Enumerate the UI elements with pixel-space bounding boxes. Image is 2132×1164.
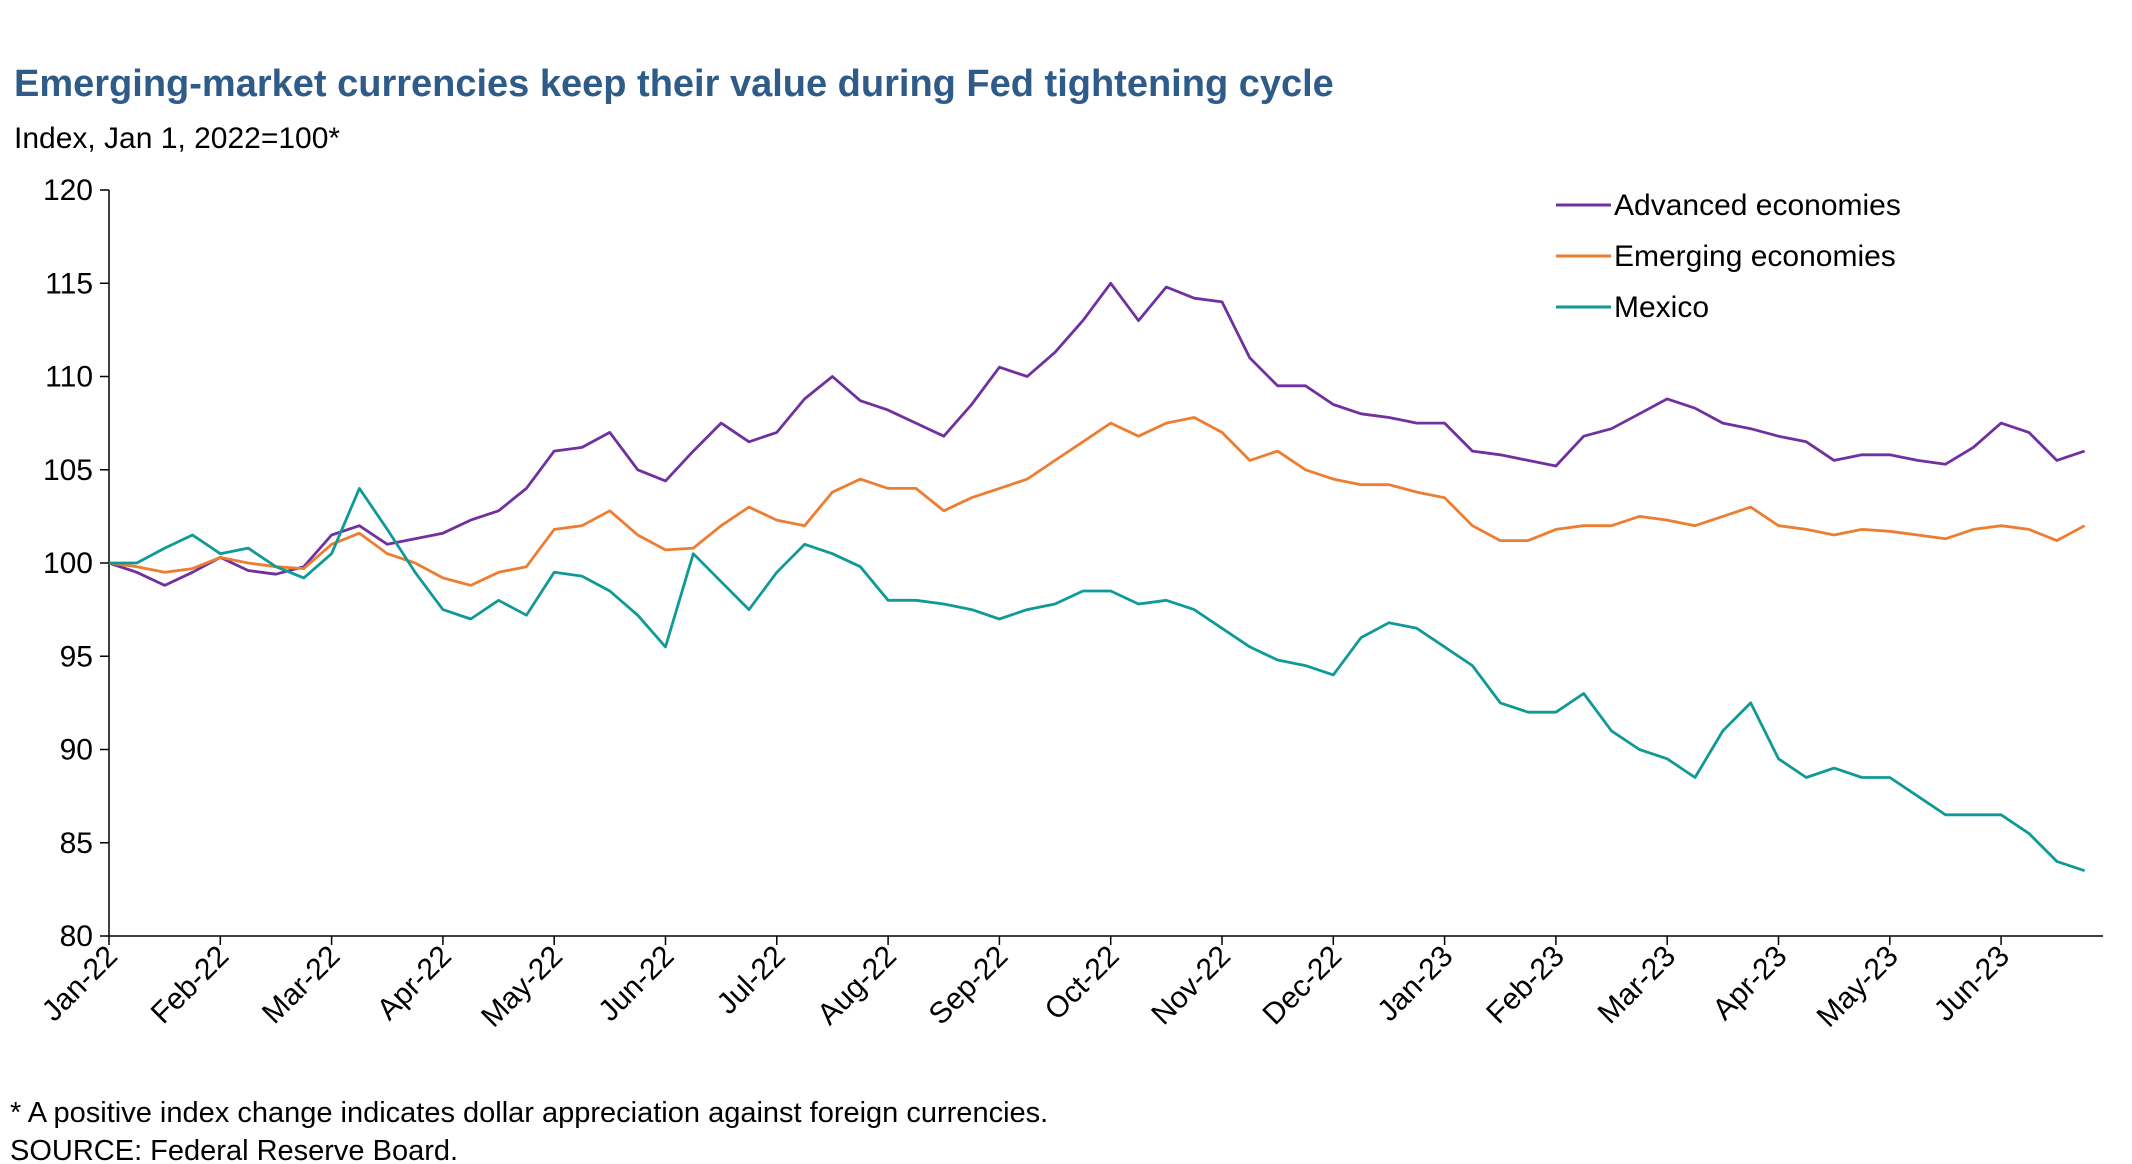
x-tick-label: Jan-23 xyxy=(1371,940,1459,1028)
legend-label: Advanced economies xyxy=(1614,189,1901,222)
y-tick-label: 120 xyxy=(43,174,93,207)
x-tick-label: Jul-22 xyxy=(711,940,792,1021)
x-tick-label: May-23 xyxy=(1811,940,1905,1034)
x-tick-label: Sep-22 xyxy=(923,940,1015,1032)
x-tick-label: Apr-23 xyxy=(1706,940,1793,1027)
data-line xyxy=(109,487,2086,873)
y-tick-label: 90 xyxy=(60,734,93,767)
x-tick-label: Feb-22 xyxy=(145,940,236,1031)
y-tick-label: 105 xyxy=(43,454,93,487)
chart-title: Emerging-market currencies keep their va… xyxy=(14,63,1334,105)
x-tick-label: Feb-23 xyxy=(1480,940,1571,1031)
y-tick-label: 95 xyxy=(60,640,93,673)
data-line xyxy=(108,281,2086,587)
legend-label: Emerging economies xyxy=(1614,240,1896,273)
x-tick-label: Aug-22 xyxy=(811,940,903,1032)
x-tick-label: Mar-23 xyxy=(1592,940,1683,1031)
y-tick-label: 85 xyxy=(60,827,93,860)
y-tick-label: 80 xyxy=(60,920,93,953)
footnote: * A positive index change indicates doll… xyxy=(10,1097,1048,1129)
x-tick-label: Jun-22 xyxy=(592,940,680,1028)
chart-subtitle: Index, Jan 1, 2022=100* xyxy=(14,122,340,155)
data-line xyxy=(108,416,2086,587)
x-tick-label: Oct-22 xyxy=(1039,940,1126,1027)
source: SOURCE: Federal Reserve Board. xyxy=(10,1135,458,1164)
y-tick-label: 100 xyxy=(43,547,93,580)
x-tick-label: Mar-22 xyxy=(256,940,347,1031)
x-tick-label: May-22 xyxy=(475,940,569,1034)
x-tick-label: Jun-23 xyxy=(1928,940,2016,1028)
x-tick-label: Dec-22 xyxy=(1257,940,1349,1032)
x-tick-label: Nov-22 xyxy=(1145,940,1237,1032)
y-tick-label: 110 xyxy=(45,361,93,394)
x-tick-label: Apr-22 xyxy=(371,940,458,1027)
y-tick-label: 115 xyxy=(45,267,93,300)
legend-label: Mexico xyxy=(1614,291,1709,324)
